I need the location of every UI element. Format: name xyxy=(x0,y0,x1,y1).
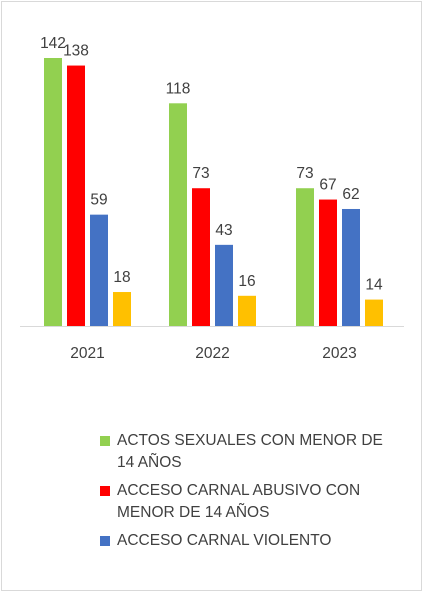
bar-2023-series-4 xyxy=(365,299,383,326)
bar-2021-series-3 xyxy=(90,214,108,326)
bar-2023-series-2 xyxy=(319,199,337,326)
data-label-2023-series-2: 67 xyxy=(319,177,336,194)
data-label-2022-series-3: 43 xyxy=(215,222,232,239)
legend: ACTOS SEXUALES CON MENOR DE 14 AÑOS ACCES… xyxy=(100,430,400,558)
data-label-2023-series-4: 14 xyxy=(365,277,383,294)
data-label-2021-series-2: 138 xyxy=(63,43,89,60)
legend-label-1: ACTOS SEXUALES CON MENOR DE 14 AÑOS xyxy=(117,432,383,471)
data-label-2021-series-4: 18 xyxy=(113,269,130,286)
x-tick-labels-layer: 2021 2022 2023 xyxy=(70,345,356,362)
legend-label-3: ACCESO CARNAL VIOLENTO xyxy=(117,532,332,549)
x-tick-label-2023: 2023 xyxy=(322,345,356,362)
bar-2022-series-2 xyxy=(192,188,210,326)
legend-swatch-2 xyxy=(100,486,110,496)
legend-item-1: ACTOS SEXUALES CON MENOR DE 14 AÑOS xyxy=(100,430,400,474)
bar-2022-series-1 xyxy=(169,103,187,326)
legend-label-2: ACCESO CARNAL ABUSIVO CON MENOR DE 14 AÑ… xyxy=(117,482,361,521)
data-label-2021-series-1: 142 xyxy=(40,35,66,52)
bar-2022-series-4 xyxy=(238,295,256,326)
bar-2021-series-2 xyxy=(67,65,85,327)
bar-2023-series-3 xyxy=(342,208,360,326)
data-label-2023-series-3: 62 xyxy=(342,186,359,203)
x-tick-label-2022: 2022 xyxy=(195,345,229,362)
x-tick-label-2021: 2021 xyxy=(70,345,104,362)
legend-swatch-1 xyxy=(100,436,110,446)
data-label-2021-series-3: 59 xyxy=(90,192,107,209)
data-label-2023-series-1: 73 xyxy=(296,165,313,182)
bar-2021-series-1 xyxy=(44,58,62,326)
legend-item-2: ACCESO CARNAL ABUSIVO CON MENOR DE 14 AÑ… xyxy=(100,480,400,524)
bar-2021-series-4 xyxy=(113,292,131,326)
data-label-2022-series-4: 16 xyxy=(238,273,255,290)
data-label-2022-series-2: 73 xyxy=(192,165,209,182)
bars-layer xyxy=(44,58,383,327)
legend-swatch-3 xyxy=(100,536,110,546)
legend-item-3: ACCESO CARNAL VIOLENTO xyxy=(100,530,400,552)
bar-2023-series-1 xyxy=(296,188,314,326)
data-label-2022-series-1: 118 xyxy=(166,80,191,97)
bar-2022-series-3 xyxy=(215,244,233,326)
